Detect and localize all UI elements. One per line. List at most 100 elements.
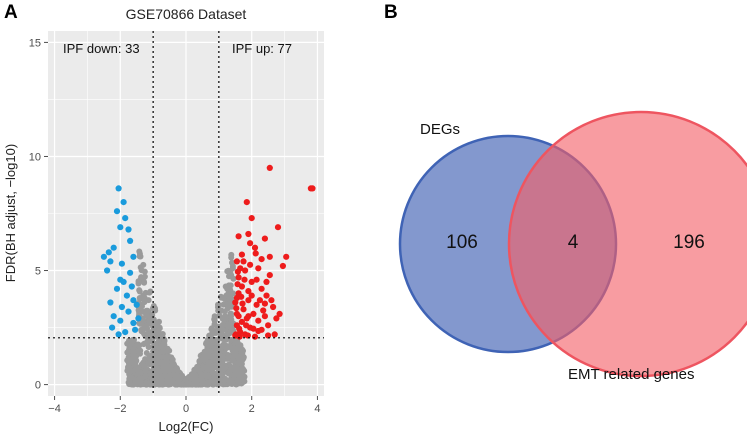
point-ipf-up: [270, 303, 277, 311]
point-ipf-down: [113, 208, 121, 215]
point-not-significant: [237, 359, 244, 365]
point-not-significant: [136, 250, 143, 257]
point-not-significant: [191, 371, 198, 378]
point-not-significant: [201, 351, 208, 358]
point-not-significant: [234, 378, 241, 384]
point-ipf-up: [250, 325, 257, 332]
point-not-significant: [155, 328, 161, 335]
point-ipf-up: [243, 199, 250, 206]
point-ipf-up: [268, 297, 275, 304]
point-not-significant: [173, 365, 180, 372]
point-ipf-down: [120, 199, 127, 206]
point-ipf-up: [266, 253, 273, 260]
point-not-significant: [136, 288, 143, 295]
x-axis-label: Log2(FC): [159, 419, 214, 434]
point-not-significant: [221, 377, 228, 384]
point-not-significant: [138, 274, 145, 281]
point-ipf-up: [261, 300, 268, 307]
point-not-significant: [197, 357, 204, 364]
point-not-significant: [128, 374, 135, 381]
point-not-significant: [218, 323, 225, 330]
point-ipf-up: [273, 315, 280, 322]
point-ipf-down: [100, 253, 107, 260]
point-not-significant: [150, 316, 157, 323]
point-ipf-down: [110, 313, 117, 320]
point-not-significant: [140, 325, 147, 332]
point-not-significant: [125, 364, 131, 371]
point-not-significant: [165, 366, 172, 373]
y-axis-label: FDR(BH adjust, −log10): [3, 144, 18, 282]
point-not-significant: [194, 364, 201, 371]
point-ipf-up: [274, 224, 282, 231]
point-ipf-down: [104, 267, 111, 274]
x-tick-label: −2: [114, 403, 127, 415]
point-not-significant: [215, 301, 221, 308]
point-not-significant: [155, 358, 162, 365]
y-tick-label: 10: [29, 151, 41, 163]
point-ipf-up: [309, 185, 316, 192]
point-not-significant: [152, 349, 159, 356]
point-not-significant: [212, 345, 219, 352]
point-ipf-down: [135, 315, 142, 322]
point-ipf-up: [248, 215, 255, 222]
point-not-significant: [150, 305, 156, 312]
point-ipf-up: [258, 285, 265, 292]
point-ipf-down: [130, 297, 137, 304]
point-not-significant: [161, 338, 168, 345]
point-not-significant: [162, 372, 168, 379]
point-not-significant: [226, 302, 233, 309]
point-ipf-down: [130, 319, 137, 327]
point-ipf-up: [233, 258, 240, 265]
point-ipf-down: [130, 253, 137, 260]
point-not-significant: [131, 352, 138, 359]
threshold-lines: [48, 31, 324, 396]
point-not-significant: [240, 376, 246, 383]
point-ipf-up: [234, 268, 241, 275]
point-not-significant: [229, 263, 236, 270]
point-ipf-down: [122, 329, 129, 336]
x-tick-label: 4: [314, 403, 320, 415]
point-ipf-down: [128, 283, 135, 290]
point-not-significant: [226, 296, 233, 303]
venn-circle-emt: [507, 110, 747, 378]
panel-a-label: A: [4, 2, 18, 23]
point-not-significant: [229, 357, 236, 364]
annotation-ipf-up: IPF up: 77: [232, 41, 292, 56]
venn-label-degs: DEGs: [420, 121, 460, 138]
point-ipf-up: [235, 274, 242, 281]
point-ipf-up: [248, 292, 255, 299]
point-ipf-up: [253, 276, 260, 283]
point-ipf-up: [255, 317, 262, 324]
point-not-significant: [136, 375, 143, 382]
point-ipf-up: [234, 281, 241, 288]
point-ipf-down: [110, 244, 117, 251]
point-not-significant: [204, 340, 210, 347]
point-not-significant: [138, 267, 145, 274]
point-not-significant: [153, 344, 160, 350]
point-ipf-up: [263, 292, 270, 299]
point-not-significant: [211, 317, 218, 324]
point-ipf-up: [279, 262, 286, 270]
point-ipf-down: [127, 237, 134, 244]
point-not-significant: [224, 268, 231, 275]
point-not-significant: [228, 381, 235, 387]
point-not-significant: [140, 292, 147, 299]
point-not-significant: [141, 279, 148, 286]
point-ipf-up: [276, 310, 283, 317]
point-ipf-down: [120, 278, 127, 285]
point-not-significant: [142, 372, 149, 379]
point-ipf-up: [260, 307, 267, 314]
point-ipf-down: [107, 258, 114, 265]
point-ipf-up: [283, 253, 290, 260]
venn-count-emt-only: 196: [673, 232, 705, 253]
point-ipf-up: [238, 318, 245, 325]
venn-count-intersection: 4: [568, 232, 579, 253]
point-not-significant: [144, 334, 151, 341]
point-ipf-up: [240, 258, 247, 265]
point-ipf-up: [251, 333, 259, 340]
point-not-significant: [202, 371, 209, 378]
point-not-significant: [147, 288, 154, 295]
point-ipf-down: [123, 292, 130, 299]
point-not-significant: [125, 356, 131, 363]
point-not-significant: [208, 365, 215, 372]
